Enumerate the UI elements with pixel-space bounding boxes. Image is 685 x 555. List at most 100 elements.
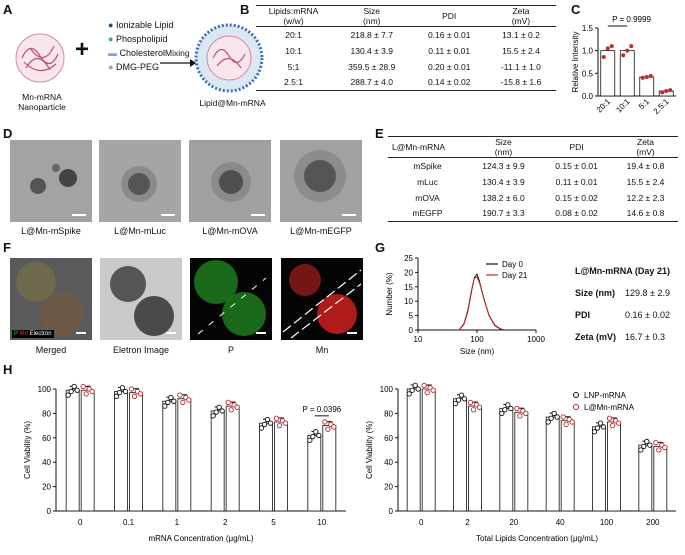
x-tick-label: 10 — [317, 518, 326, 527]
data-point — [409, 387, 415, 393]
data-point — [119, 385, 126, 391]
data-point — [421, 382, 427, 388]
ionizable-lipid-icon: ● — [108, 20, 114, 30]
series-line — [458, 273, 506, 331]
data-point — [470, 407, 477, 413]
y-tick-label: 5 — [409, 312, 414, 321]
x-tick-label: 0 — [419, 518, 424, 527]
legend-label: Day 21 — [502, 271, 528, 280]
x-tick-label: 1 — [175, 518, 180, 527]
table-row: 5:1 359.5 ± 28.9 0.20 ± 0.01 -11.1 ± 1.0 — [256, 59, 556, 75]
table-b-cell: 0.20 ± 0.01 — [427, 61, 471, 72]
x-tick-label: 100 — [600, 518, 614, 527]
g-info-size-value: 129.8 ± 2.9 — [625, 288, 670, 298]
data-point — [455, 397, 462, 403]
data-point — [276, 422, 283, 429]
x-tick-label: 2 — [465, 518, 470, 527]
table-row: mOVA 138.2 ± 6.0 0.15 ± 0.02 12.2 ± 2.3 — [388, 190, 678, 206]
data-point — [261, 421, 268, 428]
table-e-cell: 0.15 ± 0.01 — [555, 160, 598, 171]
x-tick-label: 20 — [509, 518, 518, 527]
table-e-col-zeta-line1: Zeta — [637, 137, 655, 147]
table-b-cell: -11.1 ± 1.0 — [500, 61, 541, 72]
legend-marker — [573, 404, 579, 410]
caption-mspike: L@Mn-mSpike — [21, 226, 81, 236]
y-tick-label: 0 — [409, 326, 414, 335]
x-tick-label: 40 — [556, 518, 565, 527]
data-point — [653, 440, 659, 446]
bar — [638, 444, 653, 512]
data-point — [517, 413, 523, 419]
eds-merged-image: P Mn Electron — [10, 258, 92, 340]
scale-bar — [72, 214, 86, 216]
data-point — [668, 88, 673, 93]
eds-merged-graphic — [10, 258, 92, 340]
data-point — [186, 397, 192, 403]
x-tick-label: 5:1 — [637, 97, 652, 112]
table-e-cell: 130.4 ± 3.9 — [482, 176, 525, 187]
data-point — [629, 44, 634, 49]
table-e-col-zeta-line2: (mV) — [636, 147, 655, 157]
legend-label: LNP-mRNA — [584, 391, 626, 400]
data-point — [65, 392, 71, 398]
y-axis-label: Relative Intensity — [571, 32, 580, 93]
eds-legend-mn: Mn — [19, 331, 28, 337]
data-point — [502, 407, 508, 413]
table-b-cell: 0.16 ± 0.01 — [427, 29, 471, 40]
panel-letter-g: G — [375, 240, 386, 255]
data-point — [307, 437, 313, 443]
scale-bar — [166, 332, 176, 334]
g-info-size-row: Size (nm) 129.8 ± 2.9 — [575, 282, 670, 304]
legend-phospholipid: ● Phospholipid — [108, 32, 174, 46]
legend-cholesterol-label: Cholesterol — [119, 48, 166, 58]
table-e-cell: 15.5 ± 2.4 — [626, 176, 665, 187]
bar — [210, 410, 225, 512]
tem-mluc-graphic — [99, 140, 181, 222]
eds-legend-p: P — [14, 331, 18, 337]
legend-ionizable-lipid-label: Ionizable Lipid — [115, 20, 174, 30]
bar — [80, 389, 95, 512]
data-point — [216, 404, 222, 410]
tem-megfp-graphic — [280, 140, 362, 222]
y-tick-label: 100 — [380, 385, 394, 394]
table-row: mLuc 130.4 ± 3.9 0.11 ± 0.01 15.5 ± 2.4 — [388, 174, 678, 190]
x-tick-label: 100 — [470, 335, 484, 344]
x-axis-label: Size (nm) — [460, 347, 495, 356]
dmg-peg-icon: ● — [108, 62, 114, 72]
y-axis-label: Cell Viability (%) — [23, 421, 32, 479]
y-tick-label: 0 — [389, 507, 394, 516]
table-e-cell: mSpike — [413, 160, 442, 171]
y-tick-label: 0 — [47, 507, 52, 516]
nanoparticle-label-line2: Nanoparticle — [18, 102, 66, 112]
data-point — [609, 44, 614, 49]
eds-legend: P Mn Electron — [12, 330, 54, 338]
data-point — [476, 404, 483, 410]
data-point — [560, 414, 566, 420]
p-value-label: P = 0.9999 — [612, 15, 651, 24]
data-point — [615, 420, 622, 426]
cholesterol-icon: ▬ — [108, 48, 117, 58]
caption-electron-image: Eletron Image — [112, 345, 170, 355]
bar — [639, 76, 655, 97]
x-tick-label: 10 — [414, 335, 423, 344]
series-line — [458, 276, 506, 331]
data-point — [316, 432, 322, 439]
chart-g: 0 5 10 15 20 25 10 100 1000 Size (nm) Number (%) Da… — [385, 254, 545, 356]
table-b-col-zeta-line2: (mV) — [511, 16, 531, 26]
y-axis-label: Number (%) — [385, 272, 394, 315]
data-point — [415, 386, 421, 392]
data-point — [505, 402, 511, 408]
table-e-col-pdi-line1: PDI — [569, 142, 584, 152]
y-tick-label: 80 — [42, 409, 51, 418]
table-b-cell: 15.5 ± 2.4 — [502, 45, 540, 56]
electron-image-graphic — [100, 258, 182, 340]
panel-letter-d: D — [3, 126, 13, 141]
data-point — [548, 415, 554, 421]
product-label: Lipid@Mn-mRNA — [199, 98, 266, 108]
data-point — [600, 424, 607, 430]
table-b-header: Lipids:mRNA (w/w) Size (nm) PDI Zeta (mV) — [256, 5, 556, 27]
table-e-col-name: L@Mn-mRNA — [388, 137, 467, 158]
